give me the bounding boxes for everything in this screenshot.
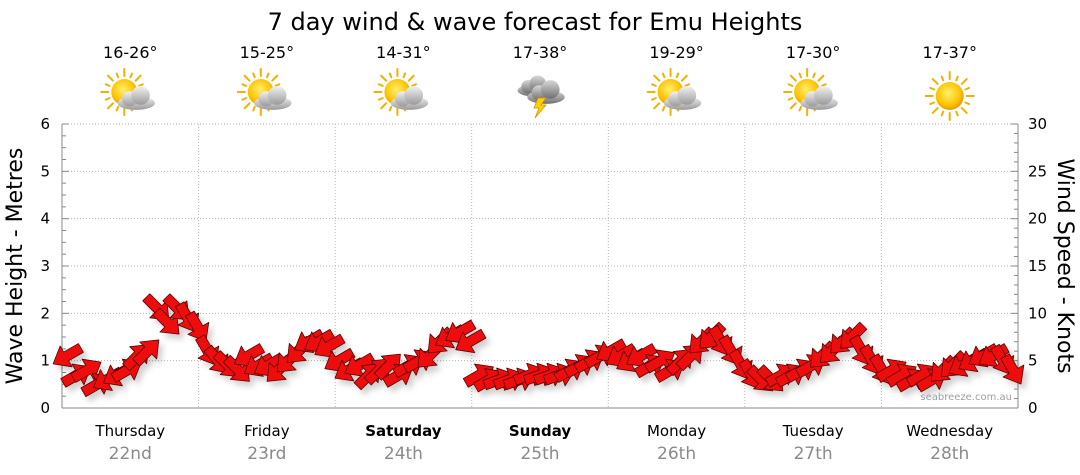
y-axis-left-ticks: 0 1 2 3 4 5 6 [40,115,69,417]
wind-arrow [455,328,487,353]
y-axis-right-label: Wind Speed - Knots [1052,158,1077,373]
y-right-tick-label: 30 [1028,115,1047,133]
partly-cloudy-icon [646,68,702,116]
temperature-label: 17-30° [786,43,841,62]
temperature-label: 16-26° [103,43,158,62]
y-right-tick-label: 0 [1028,399,1038,417]
day-name-label: Monday [647,422,706,440]
watermark: seabreeze.com.au [920,392,1012,403]
partly-cloudy-icon [783,68,838,116]
y-axis-left-label: Wave Height - Metres [3,148,28,385]
y-right-tick-label: 20 [1028,210,1047,228]
y-left-tick-label: 6 [40,115,50,133]
y-left-tick-label: 4 [40,210,50,228]
day-date-label: 28th [930,444,969,464]
sunny-icon [924,71,975,121]
y-left-tick-label: 1 [40,352,50,370]
day-date-label: 27th [794,444,833,464]
day-name-label: Wednesday [906,422,993,440]
day-date-label: 24th [384,444,423,464]
x-axis-day-labels: Thursday 22nd Friday 23rd Saturday 24th Sunday… [94,422,993,464]
y-left-tick-label: 2 [40,304,50,322]
partly-cloudy-icon [236,68,292,116]
temperature-label: 17-37° [922,43,977,62]
wind-arrow [52,343,84,368]
day-name-label: Sunday [509,422,572,440]
day-date-label: 22nd [109,444,152,464]
temperature-label: 14-31° [376,43,431,62]
y-right-tick-label: 25 [1028,162,1047,180]
wind-arrow [1000,353,1025,385]
wind-arrow [132,339,160,367]
wind-arrow [185,310,210,342]
day-date-label: 25th [520,444,559,464]
temperature-label: 17-38° [513,43,568,62]
temperature-row: 16-26° 15-25° 14-31° 17-38° 19-29° 17-30° 17-3… [103,43,977,62]
chart-title: 7 day wind & wave forecast for Emu Heigh… [268,8,803,36]
day-name-label: Thursday [94,422,165,440]
day-date-label: 23rd [247,444,286,464]
wind-series [52,293,1025,398]
temperature-label: 15-25° [240,43,295,62]
storm-icon [517,75,565,119]
day-date-label: 26th [657,444,696,464]
y-left-tick-label: 3 [40,257,50,275]
y-left-tick-label: 0 [40,399,50,417]
y-right-tick-label: 5 [1028,352,1038,370]
day-name-label: Friday [244,422,290,440]
temperature-label: 19-29° [649,43,704,62]
y-left-tick-label: 5 [40,162,50,180]
y-right-tick-label: 10 [1028,304,1047,322]
y-axis-right-ticks: 0 5 10 15 20 25 30 [1011,115,1047,417]
partly-cloudy-icon [373,68,429,116]
weather-icons-row [100,68,975,121]
day-name-label: Tuesday [782,422,844,440]
partly-cloudy-icon [100,68,155,116]
y-right-tick-label: 15 [1028,257,1047,275]
day-name-label: Saturday [365,422,442,440]
